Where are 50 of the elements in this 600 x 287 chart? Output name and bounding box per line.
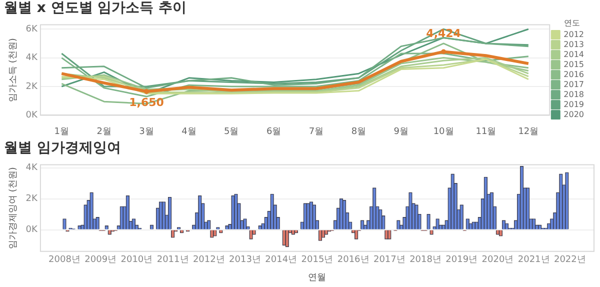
legend-label: 2014	[564, 50, 584, 59]
x-tick-label: 2013년	[229, 255, 261, 266]
y-tick-label: 0K	[26, 225, 39, 236]
y-axis-title: 임가소득 (천원)	[8, 38, 19, 102]
y-tick-label: 2K	[26, 194, 39, 204]
x-tick-label: 10월	[433, 126, 454, 137]
x-tick-label: 2022년	[554, 255, 586, 266]
y-axis-title: 임가경제잉여 (천원)	[8, 167, 19, 250]
x-tick-label: 2009년	[84, 255, 117, 266]
x-tick-label: 2월	[96, 126, 112, 137]
data-label: 1,650	[129, 96, 164, 109]
x-tick-label: 3월	[139, 126, 154, 137]
x-tick-label: 2019년	[446, 255, 478, 266]
x-tick-label: 2014년	[265, 255, 298, 266]
legend-label: 2020	[564, 110, 584, 119]
x-tick-label: 9월	[394, 126, 408, 137]
legend-label: 2018	[564, 90, 584, 99]
legend-label: 2017	[564, 80, 584, 89]
x-tick-label: 2016년	[337, 255, 370, 266]
legend-label: 2013	[564, 40, 584, 49]
y-tick-label: 4K	[26, 163, 39, 174]
legend-label: 2015	[564, 60, 584, 69]
y-tick-label: 6K	[26, 24, 39, 34]
x-axis-title: 연월	[308, 272, 326, 283]
y-tick-label: 0K	[26, 110, 39, 121]
legend-label: 2019	[564, 100, 584, 109]
y-tick-label: 2K	[26, 82, 39, 92]
x-tick-label: 2008년	[48, 255, 80, 266]
x-tick-label: 6월	[266, 126, 282, 137]
legend-label: 2012	[564, 30, 584, 39]
x-tick-label: 2011년	[156, 255, 189, 266]
x-tick-label: 2010년	[120, 255, 153, 266]
chart-title: 월별 x 연도별 임가소득 추이	[4, 0, 187, 16]
x-tick-label: 2015년	[301, 255, 334, 266]
x-tick-label: 5월	[224, 126, 239, 137]
chart-title: 월별 임가경제잉여	[4, 140, 121, 156]
y-tick-label: 4K	[26, 53, 39, 64]
x-tick-label: 2018년	[410, 255, 442, 266]
x-tick-label: 11월	[476, 126, 496, 137]
x-tick-label: 2017년	[373, 255, 406, 266]
x-tick-label: 2012년	[192, 255, 225, 266]
x-tick-label: 7월	[308, 126, 324, 137]
x-tick-label: 4월	[182, 126, 196, 137]
legend-label: 2016	[564, 70, 584, 79]
x-tick-label: 2021년	[518, 255, 550, 266]
legend-title: 연도	[564, 18, 580, 28]
x-tick-label: 8월	[351, 126, 366, 137]
x-tick-label: 2020년	[482, 255, 514, 266]
x-tick-label: 12월	[518, 126, 539, 137]
x-tick-label: 1월	[54, 126, 70, 137]
